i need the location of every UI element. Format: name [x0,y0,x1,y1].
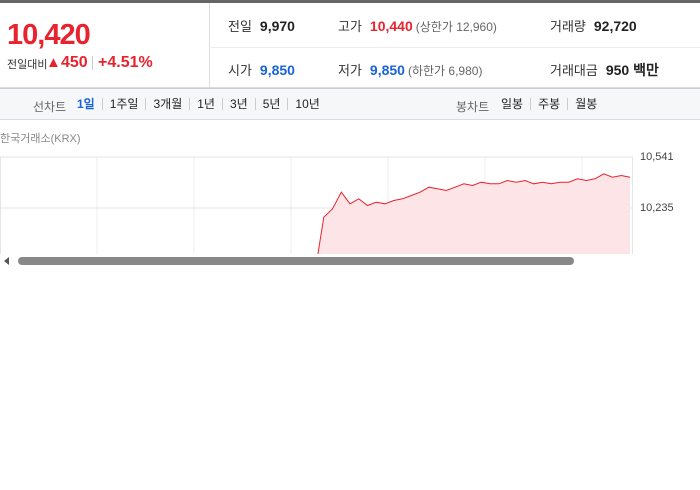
current-price: 10,420 [7,19,91,51]
scrollbar-thumb[interactable] [18,257,574,265]
y-tick-label: 9,929 [640,253,668,265]
tab[interactable]: 주봉 [530,98,567,110]
stat-label: 시가 [228,63,252,78]
tab[interactable]: 월봉 [567,98,604,110]
tab[interactable]: 1일 [77,97,95,111]
y-tick-label: 10,235 [640,202,674,214]
stat-note: (상한가 12,960) [415,20,497,34]
quote-panel: 10,420 전일대비 ▲ 450 +4.51% 전일 9,970 고가 10,440… [0,0,700,91]
chart: 10,541 10,235 9,929 [0,151,700,270]
stat-value: 950 백만 [605,62,659,78]
change-rate: +4.51% [98,54,153,71]
change: 450 [61,54,88,71]
stat-value: 9,850 [369,62,405,78]
stat: 고가 10,440 (상한가 12,960) [338,16,497,35]
source: 한국거래소(KRX) [0,133,81,145]
stat-value: 9,850 [259,62,295,78]
tab[interactable]: 5년 [254,98,288,110]
stat: 전일 9,970 [228,16,295,35]
stat-label: 저가 [338,63,362,78]
stat-value: 10,440 [369,18,413,34]
stat-value: 92,720 [593,18,637,34]
tab[interactable]: 3년 [221,98,255,110]
chart-tabs: 선차트 1일 1주일 3개월 1년 3년 5년 10년 봉차트 일봉 주봉 월봉 [0,88,700,120]
scroll-arrow[interactable] [4,257,9,265]
tab-group-label: 선차트 [33,100,67,114]
tab[interactable]: 1년 [189,98,222,110]
divider [92,56,93,70]
line [317,173,631,254]
stat-label: 고가 [338,19,362,34]
area [317,173,630,254]
tab[interactable]: 일봉 [501,97,524,111]
stat-label: 거래량 [550,19,586,34]
change-arrow: ▲ [46,54,61,71]
stat-label: 거래대금 [550,63,598,78]
stat-value: 9,970 [259,18,295,34]
stat: 저가 9,850 (하한가 6,980) [338,60,482,79]
change-label: 전일대비 [7,59,48,71]
stat: 거래대금 950 백만 [550,60,659,80]
stat-label: 전일 [228,19,252,34]
tab[interactable]: 10년 [287,98,326,110]
tab[interactable]: 3개월 [145,98,189,110]
y-tick-label: 10,541 [640,151,674,163]
stat: 거래량 92,720 [550,16,637,35]
stat-note: (하한가 6,980) [407,64,483,78]
tab[interactable]: 1주일 [101,98,146,110]
stat: 시가 9,850 [228,60,295,79]
tab-group-label: 봉차트 [456,100,490,114]
divider [209,47,700,48]
